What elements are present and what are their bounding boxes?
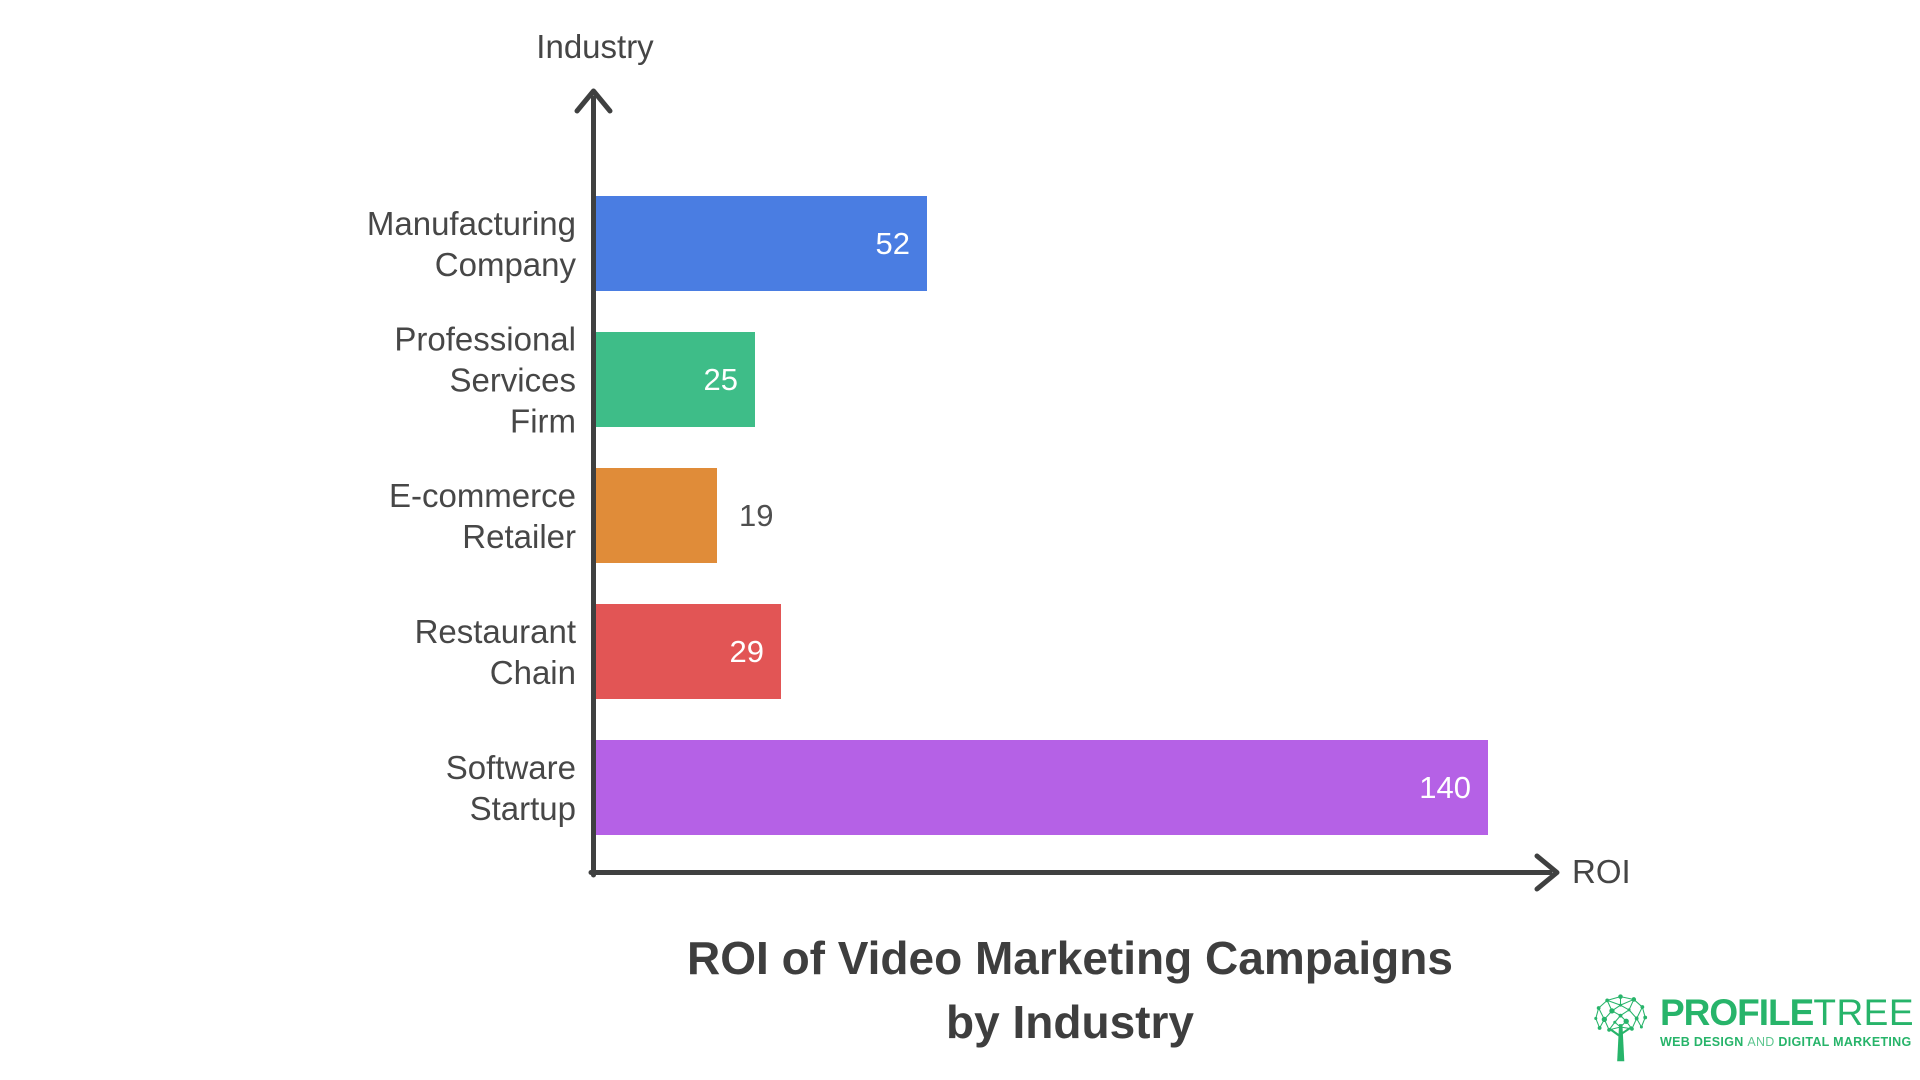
brand-tagline-digital-marketing: DIGITAL MARKETING — [1778, 1035, 1912, 1049]
category-label-restaurant-chain: Restaurant Chain — [414, 612, 576, 691]
brand-tagline-and: AND — [1747, 1035, 1775, 1049]
value-label-professional-services-firm: 25 — [703, 361, 738, 397]
x-axis-arrow-icon — [1534, 853, 1560, 892]
bar-restaurant-chain: 29 — [596, 604, 781, 699]
y-axis-arrow-icon — [574, 88, 613, 114]
category-label-professional-services-firm: Professional Services Firm — [394, 320, 576, 439]
y-axis — [574, 88, 613, 878]
value-label-restaurant-chain: 29 — [729, 633, 764, 669]
profiletree-logo-text: PROFILETREE WEB DESIGN AND DIGITAL MARKE… — [1660, 992, 1914, 1049]
brand-tagline-web-design: WEB DESIGN — [1660, 1035, 1744, 1049]
chart-title-line-2: by Industry — [946, 996, 1194, 1048]
value-label-software-startup: 140 — [1419, 769, 1471, 805]
bar-software-startup: 140 — [596, 740, 1488, 835]
category-label-manufacturing-company: Manufacturing Company — [366, 204, 576, 283]
bar-e-commerce-retailer: 19 — [596, 468, 773, 563]
chart-title: ROI of Video Marketing Campaigns by Indu… — [470, 926, 1670, 1054]
brand-tagline: WEB DESIGN AND DIGITAL MARKETING — [1660, 1035, 1914, 1049]
x-axis — [588, 853, 1560, 892]
chart-title-line-1: ROI of Video Marketing Campaigns — [687, 932, 1453, 984]
y-axis-title: Industry — [536, 28, 654, 65]
x-axis-title: ROI — [1572, 853, 1631, 890]
category-label-software-startup: Software Startup — [445, 748, 576, 827]
bar-professional-services-firm: 25 — [596, 332, 755, 427]
profiletree-logo: PROFILETREE WEB DESIGN AND DIGITAL MARKE… — [1592, 992, 1914, 1062]
brand-wordmark-profile: PROFILE — [1660, 992, 1814, 1033]
profiletree-tree-icon — [1594, 994, 1648, 1062]
value-label-e-commerce-retailer: 19 — [739, 497, 774, 533]
brand-wordmark: PROFILETREE — [1660, 992, 1914, 1034]
value-label-manufacturing-company: 52 — [875, 225, 910, 261]
bar-manufacturing-company: 52 — [596, 196, 927, 291]
category-label-e-commerce-retailer: E-commerce Retailer — [388, 476, 576, 555]
brand-wordmark-tree: TREE — [1813, 992, 1915, 1033]
